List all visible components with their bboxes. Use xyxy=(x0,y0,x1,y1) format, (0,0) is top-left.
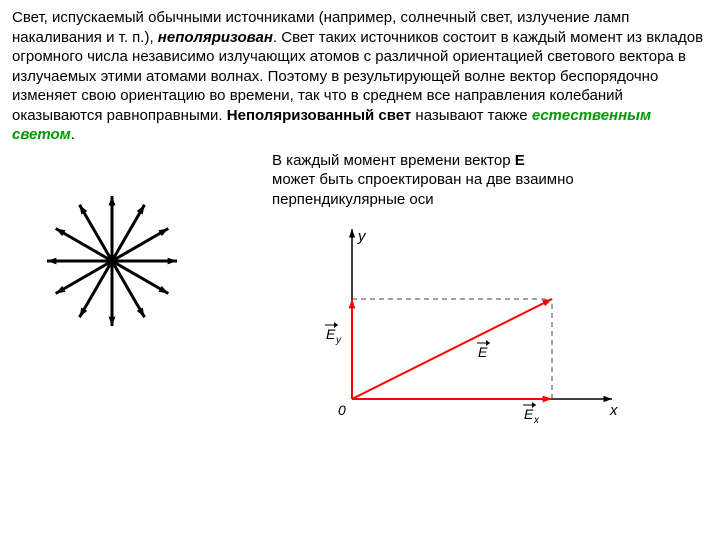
p1d: Неполяризованный свет xyxy=(227,107,411,124)
radial-arrows-diagram xyxy=(32,181,192,341)
p1b: неполяризован xyxy=(158,29,273,46)
svg-text:y: y xyxy=(335,335,342,346)
svg-text:E: E xyxy=(326,326,336,342)
svg-text:E: E xyxy=(524,406,534,422)
svg-text:E: E xyxy=(478,344,488,360)
p1g: . xyxy=(71,126,75,143)
svg-text:y: y xyxy=(357,228,367,245)
svg-text:x: x xyxy=(609,402,618,419)
rt-b: E xyxy=(515,152,525,169)
projection-text: В каждый момент времени вектор E может б… xyxy=(272,151,708,210)
vector-projection-chart: 0yxEyExE xyxy=(302,219,622,439)
svg-text:0: 0 xyxy=(338,402,346,418)
svg-text:x: x xyxy=(533,415,540,426)
main-paragraph: Свет, испускаемый обычными источниками (… xyxy=(12,8,708,145)
rt-a: В каждый момент времени вектор xyxy=(272,152,515,169)
p1e: называют также xyxy=(411,107,532,124)
rt-c: может быть спроектирован на две взаимно … xyxy=(272,171,574,208)
